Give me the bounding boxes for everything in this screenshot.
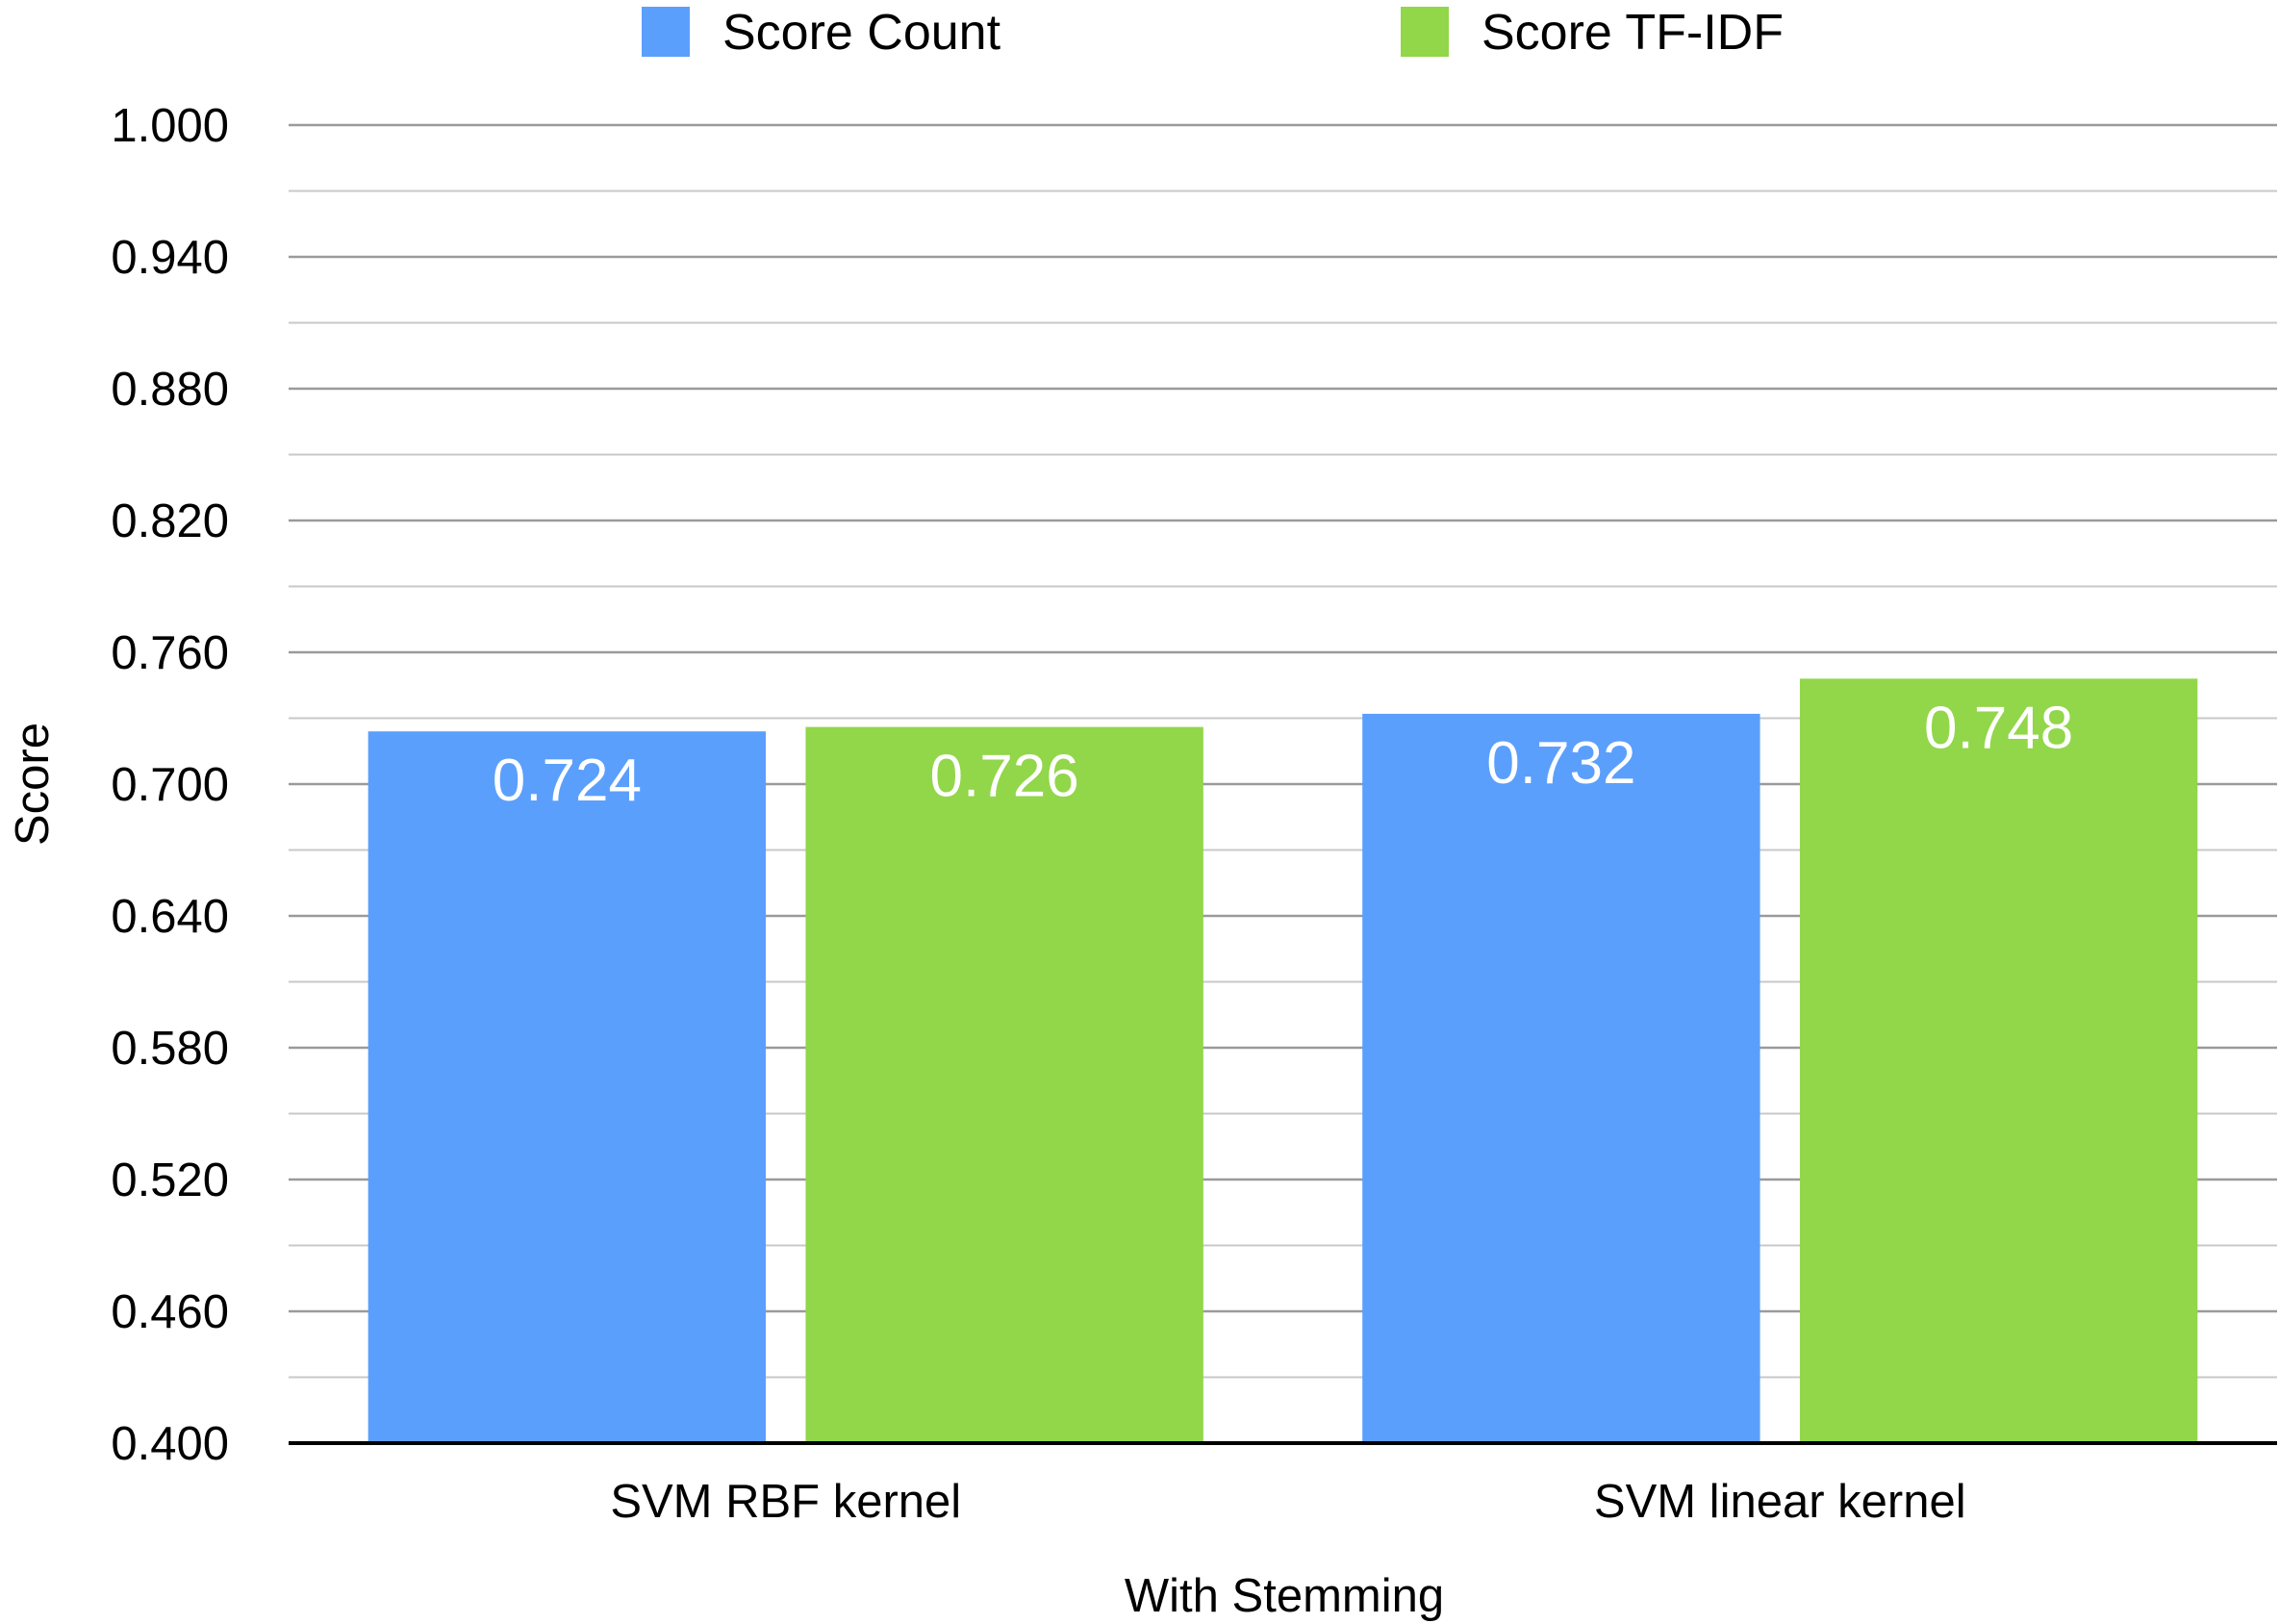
bar — [367, 731, 767, 1443]
y-tick-label: 0.640 — [111, 891, 229, 943]
y-tick-label: 0.760 — [111, 627, 229, 679]
y-axis: 0.400 0.460 0.520 0.580 0.640 0.700 0.760 0.820… — [111, 100, 2277, 1470]
y-tick-label: 0.940 — [111, 232, 229, 284]
x-tick-label: SVM linear kernel — [1594, 1476, 1966, 1528]
x-axis-title: With Stemming — [1125, 1570, 1444, 1622]
y-tick-label: 0.460 — [111, 1286, 229, 1338]
legend-label: Score Count — [722, 5, 1001, 61]
y-tick-label: 0.880 — [111, 364, 229, 416]
x-axis: SVM RBF kernel SVM linear kernel — [610, 1476, 1965, 1528]
bars: 0.724 0.726 0.732 0.748 — [367, 678, 2198, 1443]
x-tick-label: SVM RBF kernel — [610, 1476, 961, 1528]
bar — [1799, 678, 2198, 1443]
bar-value-label: 0.748 — [1924, 695, 2073, 761]
y-axis-title: Score — [7, 723, 59, 846]
legend: Score Count Score TF-IDF — [642, 5, 1784, 61]
bar-value-label: 0.732 — [1486, 730, 1635, 797]
y-tick-label: 1.000 — [111, 100, 229, 152]
bar — [805, 726, 1203, 1443]
y-tick-label: 0.580 — [111, 1023, 229, 1075]
legend-swatch — [1401, 7, 1449, 57]
y-tick-label: 0.820 — [111, 495, 229, 547]
bar-value-label: 0.724 — [493, 748, 642, 814]
bar — [1362, 713, 1760, 1443]
legend-label: Score TF-IDF — [1481, 5, 1784, 61]
y-tick-label: 0.520 — [111, 1155, 229, 1206]
legend-swatch — [642, 7, 690, 57]
y-tick-label: 0.700 — [111, 759, 229, 811]
y-tick-label: 0.400 — [111, 1418, 229, 1470]
bar-value-label: 0.726 — [930, 744, 1079, 810]
